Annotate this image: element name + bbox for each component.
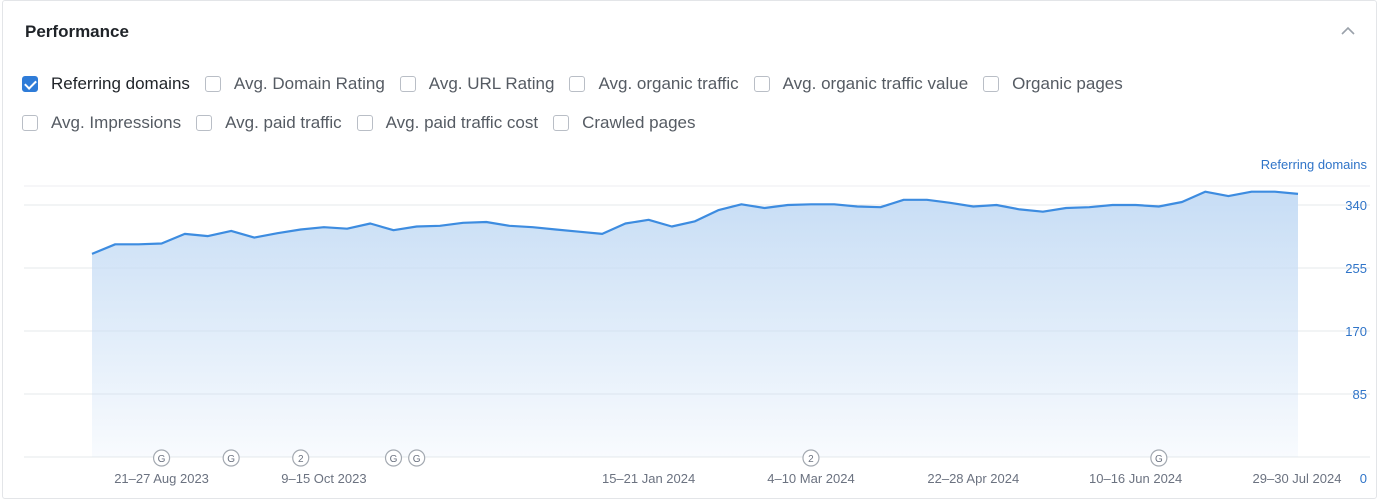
metric-checkbox-avg-url-rating[interactable]: Avg. URL Rating <box>399 74 555 94</box>
metric-checkbox-label: Avg. Domain Rating <box>233 74 385 93</box>
x-tick-label: 15–21 Jan 2024 <box>602 471 695 486</box>
event-marker-icon <box>152 449 171 467</box>
metric-checkbox-row-1: Referring domains Avg. Domain Rating Avg. … <box>22 74 1138 94</box>
event-marker-label: 2 <box>808 454 814 465</box>
y-tick-label: 85 <box>1353 387 1367 402</box>
y-axis-title: Referring domains <box>1261 157 1368 172</box>
metric-checkbox-label: Crawled pages <box>582 113 696 132</box>
event-marker-label: G <box>158 454 166 465</box>
event-marker-label: G <box>1155 454 1163 465</box>
metric-checkbox-avg-impressions[interactable]: Avg. Impressions <box>22 113 181 133</box>
chevron-up-icon[interactable] <box>1338 21 1358 41</box>
event-marker-icon <box>222 449 240 467</box>
metric-checkbox-label: Avg. paid traffic <box>225 113 342 132</box>
metric-checkbox-crawled-pages[interactable]: Crawled pages <box>553 113 696 133</box>
event-marker-icon <box>384 449 403 467</box>
checkbox-icon[interactable] <box>753 76 770 92</box>
metric-checkbox-organic-pages[interactable]: Organic pages <box>983 74 1123 94</box>
metric-checkbox-referring-domains[interactable]: Referring domains <box>22 74 190 94</box>
metric-checkbox-label: Organic pages <box>1012 74 1123 93</box>
metric-checkbox-label: Avg. paid traffic cost <box>385 113 539 132</box>
y-tick-label: 0 <box>1360 471 1367 486</box>
event-marker-label: G <box>390 454 398 465</box>
checkbox-icon[interactable] <box>553 115 570 131</box>
event-marker-label: 2 <box>298 454 304 465</box>
series-line <box>91 190 1299 255</box>
event-marker-icon <box>292 449 310 467</box>
metric-checkbox-label: Avg. URL Rating <box>428 74 555 93</box>
checkbox-icon[interactable] <box>356 115 373 131</box>
panel-title: Performance <box>25 22 129 41</box>
checkbox-icon[interactable] <box>196 115 213 131</box>
x-tick-label: 4–10 Mar 2024 <box>767 471 854 486</box>
metric-checkbox-avg-domain-rating[interactable]: Avg. Domain Rating <box>204 74 385 94</box>
series-area <box>92 191 1298 457</box>
x-tick-label: 21–27 Aug 2023 <box>114 471 209 486</box>
event-marker-label: G <box>413 454 421 465</box>
checkbox-checked-icon[interactable] <box>22 76 38 92</box>
metric-checkbox-label: Avg. Impressions <box>51 113 182 132</box>
x-tick-label: 22–28 Apr 2024 <box>927 471 1019 486</box>
checkbox-icon[interactable] <box>22 115 38 131</box>
metric-checkbox-row-2: Avg. Impressions Avg. paid traffic Avg. pa… <box>22 113 711 133</box>
metric-checkbox-avg-paid-traffic[interactable]: Avg. paid traffic <box>196 113 342 133</box>
event-marker-icon <box>408 449 426 467</box>
checkbox-icon[interactable] <box>569 76 586 92</box>
metric-checkbox-label: Avg. organic traffic <box>598 74 739 93</box>
event-marker-icon <box>802 449 820 467</box>
checkbox-icon[interactable] <box>204 76 221 92</box>
metric-checkbox-avg-paid-traffic-cost[interactable]: Avg. paid traffic cost <box>356 113 539 133</box>
checkbox-icon[interactable] <box>399 76 416 92</box>
metric-checkbox-label: Avg. organic traffic value <box>782 74 969 93</box>
event-marker-icon <box>1150 449 1168 467</box>
x-tick-label: 10–16 Jun 2024 <box>1089 471 1182 486</box>
metric-checkbox-label: Referring domains <box>51 74 190 93</box>
x-tick-label: 9–15 Oct 2023 <box>281 471 366 486</box>
metric-checkbox-avg-organic-traffic[interactable]: Avg. organic traffic <box>569 74 739 94</box>
y-tick-label: 170 <box>1345 324 1367 339</box>
x-tick-label: 29–30 Jul 2024 <box>1253 471 1342 486</box>
y-tick-label: 255 <box>1345 261 1367 276</box>
metric-checkbox-avg-organic-traffic-value[interactable]: Avg. organic traffic value <box>753 74 969 94</box>
event-marker-label: G <box>227 454 235 465</box>
y-tick-label: 340 <box>1345 198 1367 213</box>
checkbox-icon[interactable] <box>983 76 1000 92</box>
